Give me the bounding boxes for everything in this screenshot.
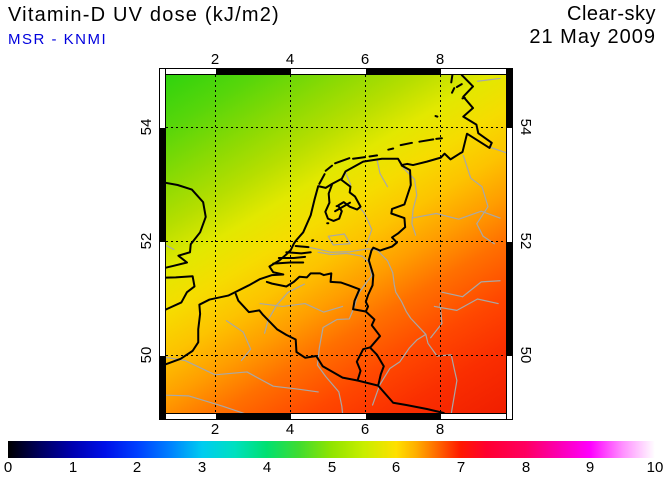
colorbar-label-2: 2 xyxy=(132,459,142,476)
colorbar-label-6: 6 xyxy=(391,459,401,476)
gridline-lat-50 xyxy=(166,355,506,356)
gridline-lat-52 xyxy=(166,241,506,242)
map-area xyxy=(166,75,506,413)
date-label: 21 May 2009 xyxy=(529,26,656,48)
colorbar-label-8: 8 xyxy=(521,459,531,476)
lon-tick-bottom-6: 6 xyxy=(360,421,370,438)
map-field xyxy=(166,75,506,413)
colorbar-label-1: 1 xyxy=(68,459,78,476)
colorbar-label-7: 7 xyxy=(456,459,466,476)
rivers-and-admin-lines xyxy=(166,78,506,413)
lat-tick-right-54: 54 xyxy=(517,118,534,136)
lat-tick-left-54: 54 xyxy=(138,118,155,136)
gridline-lon-8 xyxy=(440,75,441,413)
lon-tick-bottom-8: 8 xyxy=(435,421,445,438)
frame-band-bottom xyxy=(159,413,513,420)
colorbar-label-10: 10 xyxy=(646,459,664,476)
lon-tick-bottom-2: 2 xyxy=(210,421,220,438)
gridline-lon-4 xyxy=(290,75,291,413)
lon-tick-top-4: 4 xyxy=(285,51,295,68)
lat-tick-right-52: 52 xyxy=(517,232,534,250)
map-svg xyxy=(166,75,506,413)
colorbar-label-9: 9 xyxy=(585,459,595,476)
lon-tick-top-8: 8 xyxy=(435,51,445,68)
data-source-label: MSR - KNMI xyxy=(8,31,108,48)
sky-condition-label: Clear-sky xyxy=(567,3,656,25)
colorbar-label-3: 3 xyxy=(197,459,207,476)
frame-band-left xyxy=(159,68,166,420)
lat-tick-left-50: 50 xyxy=(138,346,155,364)
lon-tick-top-2: 2 xyxy=(210,51,220,68)
map-title: Vitamin-D UV dose (kJ/m2) xyxy=(8,4,280,26)
colorbar-label-0: 0 xyxy=(3,459,13,476)
colorbar-label-5: 5 xyxy=(327,459,337,476)
frame-band-top xyxy=(159,68,513,75)
lat-tick-right-50: 50 xyxy=(517,346,534,364)
colorbar xyxy=(8,441,655,458)
lon-tick-top-6: 6 xyxy=(360,51,370,68)
gridline-lon-6 xyxy=(365,75,366,413)
lon-tick-bottom-4: 4 xyxy=(285,421,295,438)
gridline-lat-54 xyxy=(166,127,506,128)
frame-band-right xyxy=(506,68,513,420)
colorbar-label-4: 4 xyxy=(262,459,272,476)
lat-tick-left-52: 52 xyxy=(138,232,155,250)
gridline-lon-2 xyxy=(215,75,216,413)
